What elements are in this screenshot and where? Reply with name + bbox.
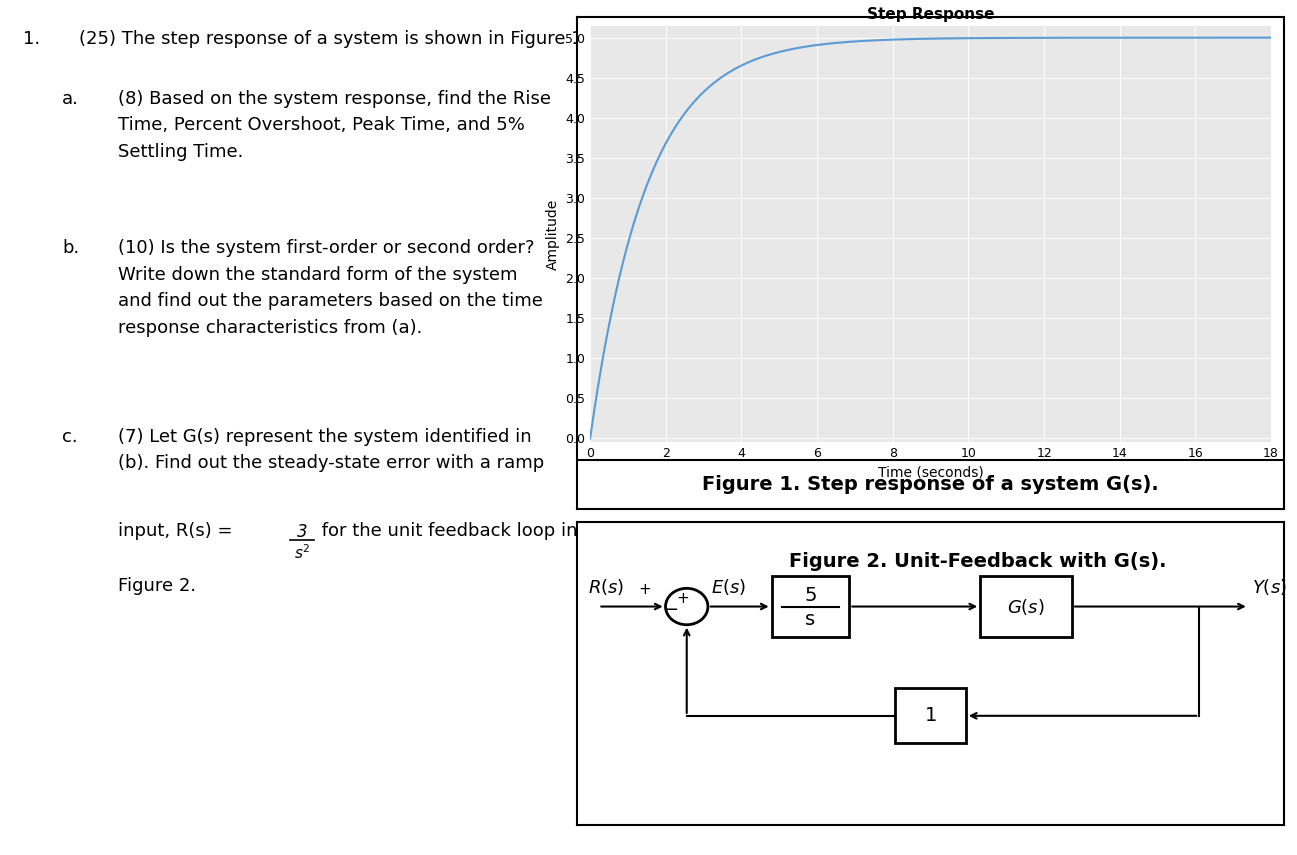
Text: a.: a. [62,90,79,108]
Text: (25) The step response of a system is shown in Figure 1.: (25) The step response of a system is sh… [79,30,589,48]
Text: $s^2$: $s^2$ [293,544,310,563]
Text: +: + [638,582,651,598]
Title: Step Response: Step Response [866,7,995,21]
Text: (7) Let G(s) represent the system identified in
(b). Find out the steady-state e: (7) Let G(s) represent the system identi… [118,428,545,472]
Y-axis label: Amplitude: Amplitude [546,198,560,269]
Text: −: − [664,600,678,618]
FancyBboxPatch shape [981,576,1071,637]
Text: +: + [677,591,690,606]
Text: Figure 2. Unit-Feedback with G(s).: Figure 2. Unit-Feedback with G(s). [789,552,1167,571]
Text: Figure 2.: Figure 2. [118,577,197,595]
FancyBboxPatch shape [772,576,850,637]
Text: 1: 1 [925,706,936,725]
Text: c.: c. [62,428,78,445]
Text: Figure 1. Step response of a system G(s).: Figure 1. Step response of a system G(s)… [702,475,1160,493]
Text: $E(s)$: $E(s)$ [712,577,747,598]
Text: 3: 3 [297,523,307,541]
Text: for the unit feedback loop in: for the unit feedback loop in [316,522,577,540]
Text: s: s [805,610,816,629]
X-axis label: Time (seconds): Time (seconds) [878,466,983,480]
Text: input, R(s) =: input, R(s) = [118,522,239,540]
Text: (8) Based on the system response, find the Rise
Time, Percent Overshoot, Peak Ti: (8) Based on the system response, find t… [118,90,551,161]
Text: b.: b. [62,239,79,257]
Text: $Y(s)$: $Y(s)$ [1252,577,1287,598]
FancyBboxPatch shape [895,688,966,743]
Text: $R(s)$: $R(s)$ [588,577,624,598]
Text: $G(s)$: $G(s)$ [1008,597,1045,616]
Text: 1.: 1. [22,30,40,48]
Text: (10) Is the system first-order or second order?
Write down the standard form of : (10) Is the system first-order or second… [118,239,543,337]
Text: 5: 5 [804,587,817,605]
